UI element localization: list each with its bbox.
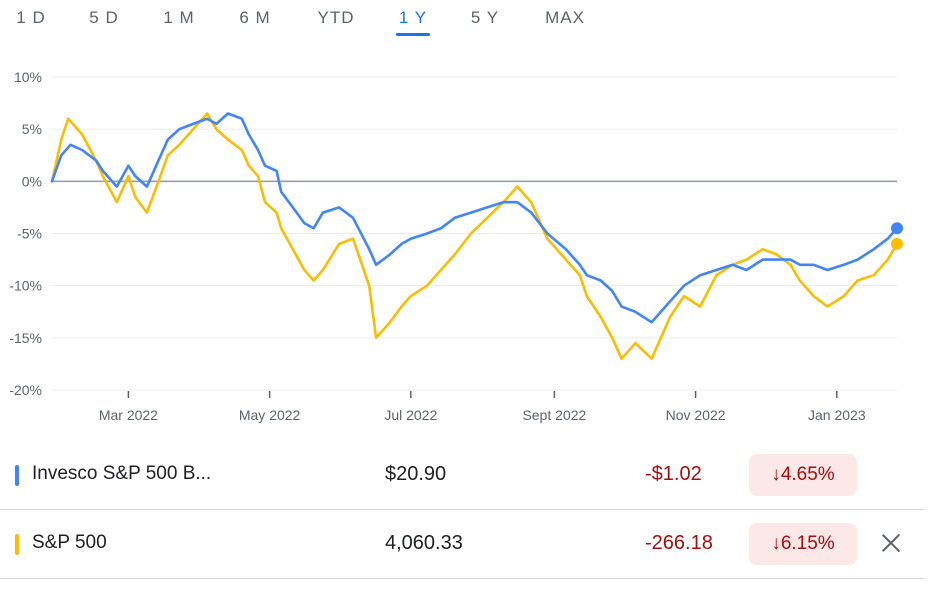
- tab-1y[interactable]: 1 Y: [398, 8, 428, 27]
- series-line-invesco: [50, 112, 899, 324]
- series-name-sp500: S&P 500: [32, 532, 107, 553]
- series-endpoint-invesco: [891, 222, 903, 235]
- series-price-sp500: 4,060.33: [385, 532, 463, 554]
- series-swatch-invesco: [15, 465, 19, 486]
- legend-row-sp500[interactable]: S&P 500 4,060.33 -266.18 ↓6.15%: [0, 512, 925, 579]
- y-tick-label: -20%: [9, 382, 42, 398]
- tab-5d[interactable]: 5 D: [89, 8, 119, 27]
- pct-change-value: 6.15%: [780, 533, 835, 554]
- tab-1d[interactable]: 1 D: [16, 8, 46, 27]
- y-tick-label: 0%: [22, 173, 42, 189]
- tab-max[interactable]: MAX: [545, 8, 585, 27]
- range-tabs: 1 D 5 D 1 M 6 M YTD 1 Y 5 Y MAX: [0, 0, 936, 44]
- pct-change-value: 4.65%: [780, 464, 835, 485]
- x-tick-label: Sept 2022: [522, 407, 586, 423]
- series-name-invesco: Invesco S&P 500 B...: [32, 463, 212, 484]
- chart-grid: [52, 76, 897, 391]
- x-tick-label: May 2022: [239, 407, 301, 423]
- remove-comparison-close-icon[interactable]: [876, 528, 906, 558]
- pct-change-badge-sp500: ↓6.15%: [749, 523, 857, 565]
- series-change-sp500: -266.18: [645, 532, 713, 554]
- y-tick-label: 10%: [14, 69, 42, 85]
- y-axis-ticks: 10% 5% 0% -5% -10% -15% -20%: [9, 69, 42, 398]
- y-tick-label: -5%: [17, 226, 42, 242]
- down-arrow-icon: ↓: [771, 533, 781, 554]
- y-tick-label: -10%: [9, 278, 42, 294]
- tab-ytd[interactable]: YTD: [317, 8, 355, 27]
- down-arrow-icon: ↓: [771, 464, 781, 485]
- series-swatch-sp500: [15, 534, 19, 555]
- series-endpoint-sp500: [891, 237, 903, 250]
- x-tick-label: Nov 2022: [666, 407, 726, 423]
- series-lines: [50, 112, 903, 361]
- series-change-invesco: -$1.02: [645, 463, 702, 485]
- active-tab-indicator: [396, 33, 430, 36]
- tab-6m[interactable]: 6 M: [239, 8, 271, 27]
- x-tick-label: Jul 2022: [384, 407, 437, 423]
- x-tick-label: Mar 2022: [99, 407, 158, 423]
- series-line-sp500: [50, 112, 899, 361]
- y-tick-label: 5%: [22, 121, 42, 137]
- tab-5y[interactable]: 5 Y: [470, 8, 500, 27]
- tab-1m[interactable]: 1 M: [163, 8, 195, 27]
- price-chart: 10% 5% 0% -5% -10% -15% -20% Mar 2022 May 2022 J…: [9, 69, 903, 423]
- series-price-invesco: $20.90: [385, 463, 447, 485]
- x-axis-ticks: Mar 2022 May 2022 Jul 2022 Sept 2022 Nov 202…: [99, 391, 866, 423]
- y-tick-label: -15%: [9, 330, 42, 346]
- x-tick-label: Jan 2023: [808, 407, 866, 423]
- legend-row-invesco[interactable]: Invesco S&P 500 B... $20.90 -$1.02 ↓4.65…: [0, 443, 925, 510]
- pct-change-badge-invesco: ↓4.65%: [749, 454, 857, 496]
